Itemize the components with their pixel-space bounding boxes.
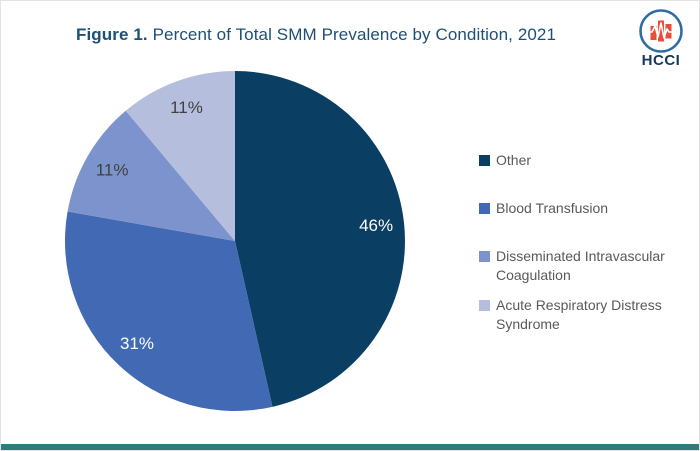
pie-slice-acute-respiratory-distress-syndrome — [125, 71, 235, 241]
legend-item: Blood Transfusion — [479, 199, 697, 218]
legend-swatch — [479, 251, 490, 262]
legend-item: Disseminated Intravascular Coagulation — [479, 247, 697, 285]
hcci-logo-text: HCCI — [641, 52, 681, 69]
pie-slice-value-label: 46% — [359, 216, 393, 235]
legend-label: Acute Respiratory Distress Syndrome — [496, 297, 662, 332]
footer-accent-bar — [1, 444, 699, 450]
pie-slice-disseminated-intravascular-coagulation — [67, 110, 235, 241]
hcci-logo-icon — [633, 8, 689, 54]
hcci-logo: HCCI — [633, 8, 689, 68]
legend-label: Disseminated Intravascular Coagulation — [496, 248, 665, 283]
legend: Other Blood Transfusion Disseminated Intra… — [479, 151, 697, 334]
legend-swatch — [479, 300, 490, 311]
pie-chart-container: 46% 31% 11% 11% — [63, 69, 407, 413]
figure-title: Figure 1. Percent of Total SMM Prevalenc… — [76, 25, 556, 45]
pie-slice-other — [235, 71, 405, 407]
legend-swatch — [479, 155, 490, 166]
legend-item: Acute Respiratory Distress Syndrome — [479, 296, 697, 334]
figure-title-prefix: Figure 1. — [76, 25, 148, 44]
figure-title-text: Percent of Total SMM Prevalence by Condi… — [147, 25, 557, 44]
legend-label: Blood Transfusion — [496, 200, 609, 216]
pie-slice-value-label: 31% — [120, 334, 154, 353]
pie-slice-value-label: 11% — [170, 98, 203, 117]
pie-chart: 46% 31% 11% 11% — [64, 71, 405, 411]
pie-slice-value-label: 11% — [96, 161, 129, 180]
legend-item: Other — [479, 151, 697, 170]
pie-slice-blood-transfusion — [64, 211, 273, 411]
legend-label: Other — [496, 152, 532, 168]
legend-swatch — [479, 203, 490, 214]
